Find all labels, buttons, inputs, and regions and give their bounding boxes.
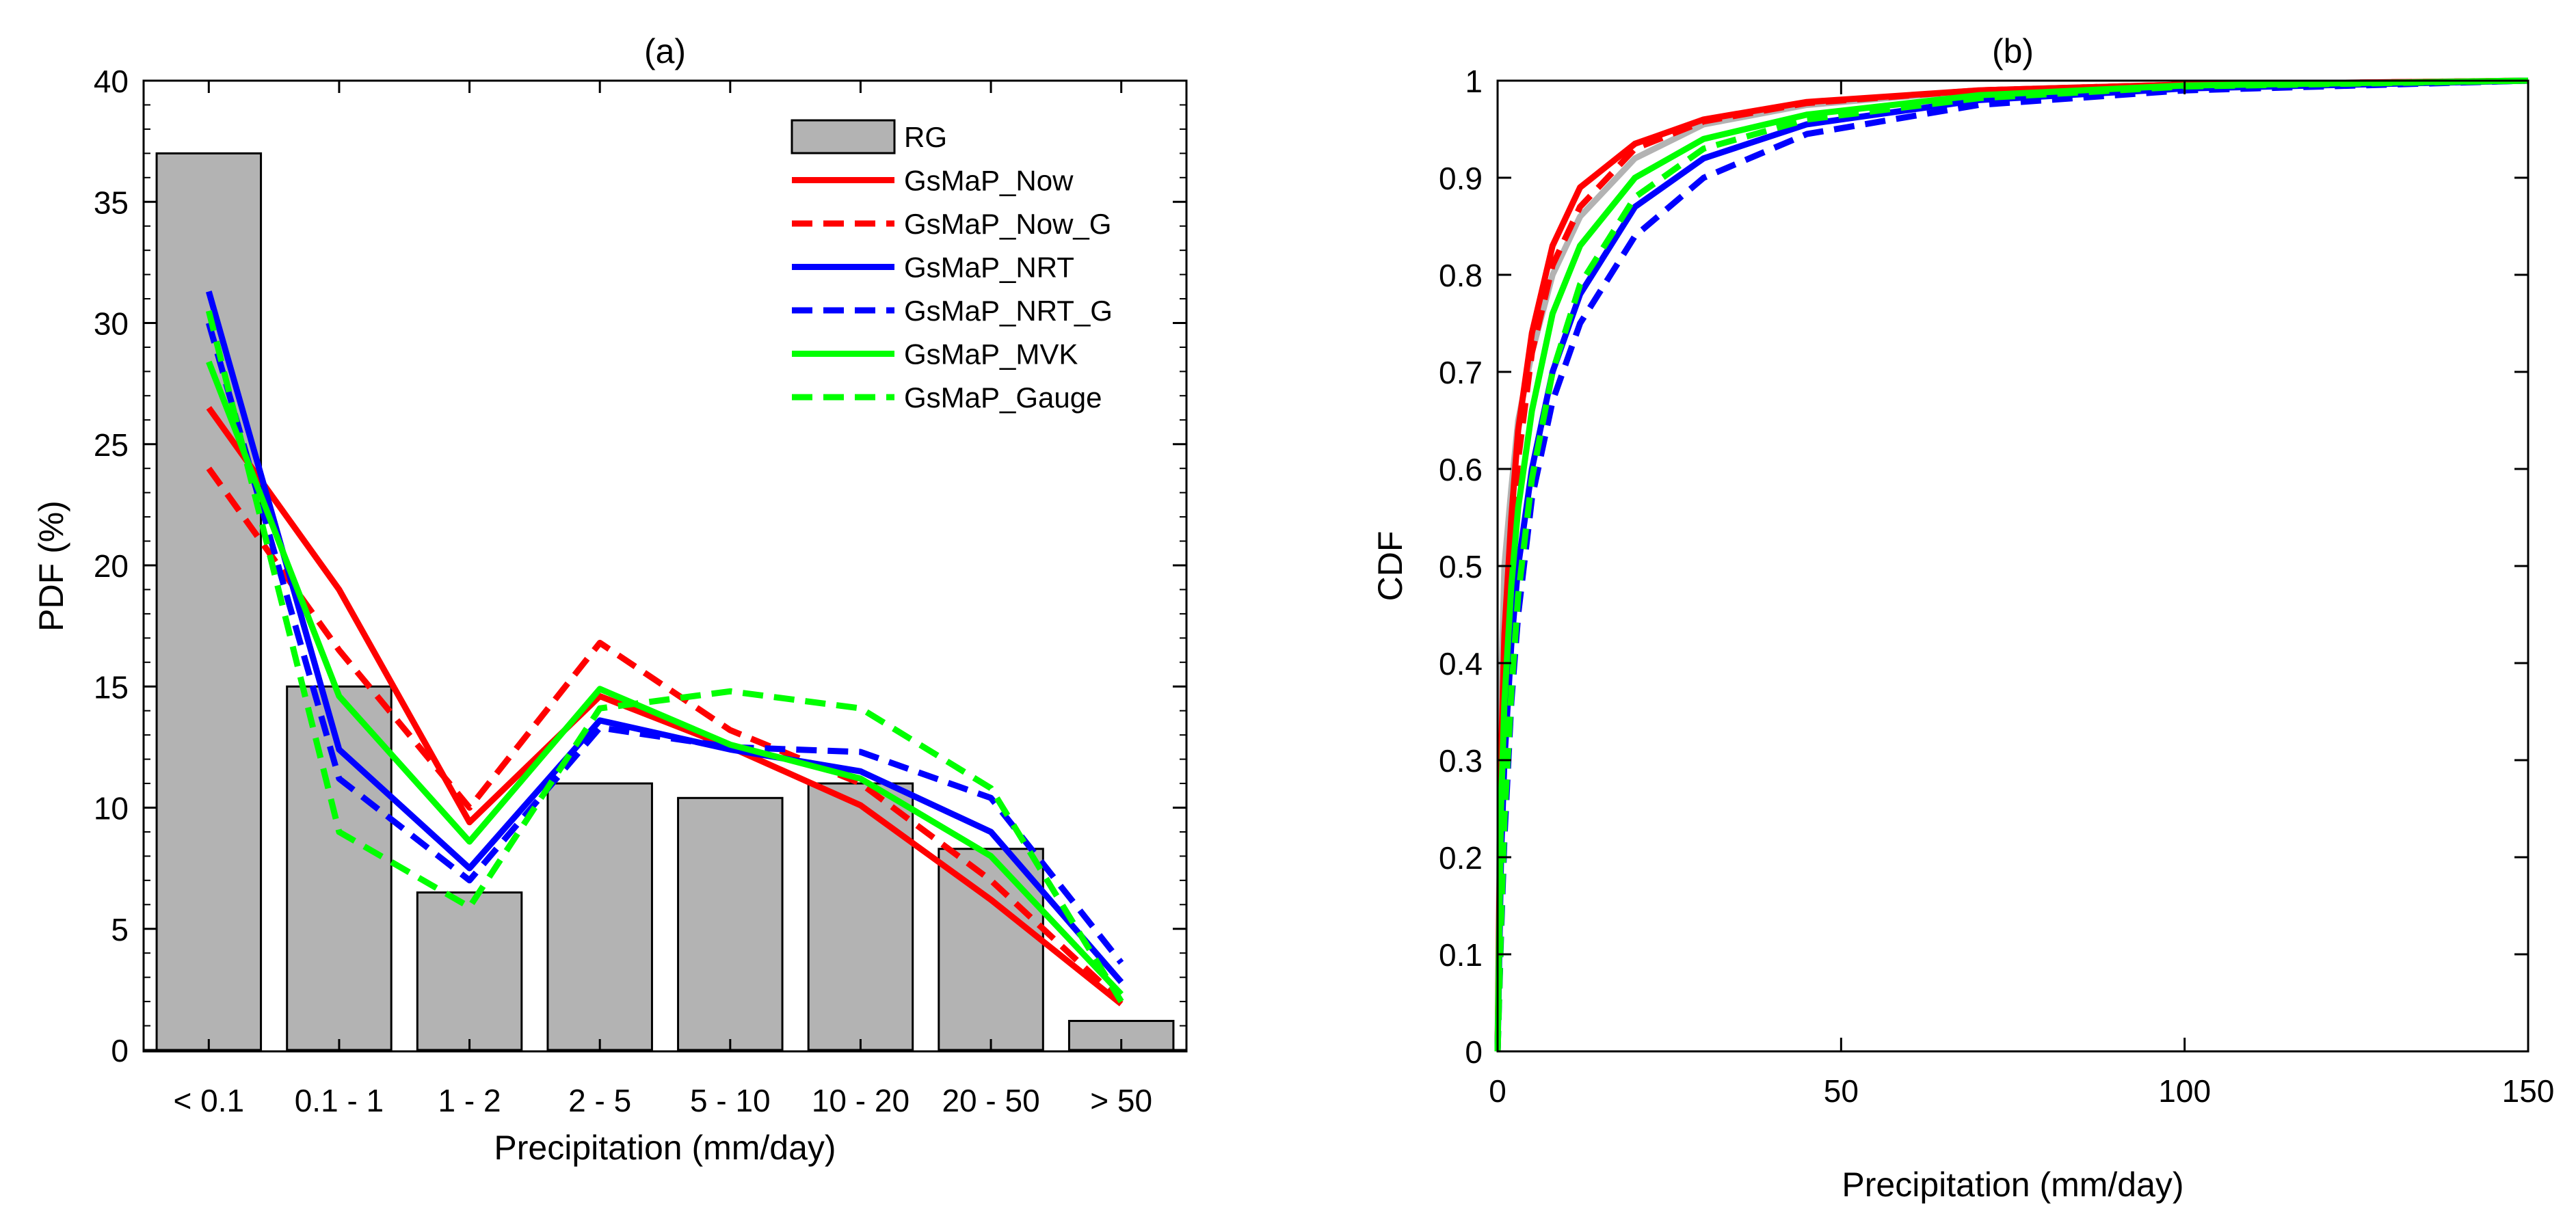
legend-label: GsMaP_MVK (904, 338, 1078, 371)
panel-b-ticks: 0 0.1 0.2 0.3 0.4 0.5 0.6 0.7 0.8 0.9 1 0 50 100 150 (1439, 64, 2554, 1109)
bar-5-10 (677, 796, 784, 1051)
y-tick-label: 0.4 (1439, 646, 1483, 682)
panel-a-y-axis-label: PDF (%) (32, 500, 70, 632)
y-tick-label: 0.5 (1439, 549, 1483, 584)
x-tick-label: < 0.1 (174, 1083, 245, 1118)
y-tick-label: 30 (94, 306, 129, 342)
legend-label: GsMaP_NRT (904, 252, 1074, 284)
x-tick-label: 150 (2502, 1073, 2555, 1109)
y-tick-label: 0.2 (1439, 840, 1483, 876)
cdf-line-gsmap-nrt (1494, 77, 2529, 1052)
y-tick-label: 40 (94, 64, 129, 99)
x-tick-label: 0.1 - 1 (295, 1083, 384, 1118)
legend-swatch-rg (791, 119, 896, 154)
y-tick-label: 0 (111, 1033, 129, 1068)
panel-a-ticks: 0 5 10 15 20 25 30 35 40 < 0.1 0.1 - 1 1 - 2 2 - 5 5 … (94, 64, 1186, 1118)
y-tick-label: 35 (94, 185, 129, 220)
panel-a-x-axis-label: Precipitation (mm/day) (494, 1129, 836, 1167)
x-tick-label: 2 - 5 (568, 1083, 631, 1118)
pdf-bars (155, 152, 1175, 1051)
y-tick-label: 0.9 (1439, 161, 1483, 196)
pdf-line-gsmap-now-g (206, 466, 1124, 1004)
cdf-line-gsmap-mvk (1494, 77, 2529, 1052)
panel-b-frame (1496, 79, 2529, 1053)
x-tick-label: 0 (1489, 1073, 1506, 1109)
panel-b-title: (b) (1992, 32, 2034, 70)
bar-20-50 (938, 848, 1044, 1051)
legend-label: GsMaP_Gauge (904, 381, 1102, 414)
panel-b-x-axis-label: Precipitation (mm/day) (1842, 1166, 2183, 1204)
y-tick-label: 0 (1465, 1034, 1483, 1070)
y-tick-label: 0.8 (1439, 258, 1483, 293)
bar-10-20 (807, 782, 914, 1051)
pdf-line-gsmap-gauge (205, 310, 1124, 1004)
panel-b: 0 0.1 0.2 0.3 0.4 0.5 0.6 0.7 0.8 0.9 1 0 50 100 150 (… (1371, 32, 2554, 1204)
y-tick-label: 0.1 (1439, 937, 1483, 973)
cdf-series-lines (1494, 77, 2529, 1052)
pdf-series-lines (205, 291, 1124, 1007)
legend-label: GsMaP_Now (904, 165, 1074, 197)
bar-2-5 (546, 782, 653, 1051)
legend-label: RG (904, 121, 947, 153)
x-tick-label: 10 - 20 (812, 1083, 909, 1118)
x-tick-label: 1 - 2 (438, 1083, 501, 1118)
cdf-line-gsmap-nrt-g (1494, 77, 2529, 1052)
cdf-line-gsmap-now-g (1494, 77, 2529, 1052)
y-tick-label: 25 (94, 427, 129, 463)
y-tick-label: 0.7 (1439, 355, 1483, 390)
pdf-line-gsmap-nrt (205, 291, 1124, 984)
y-tick-label: 20 (94, 548, 129, 584)
y-tick-label: 0.3 (1439, 743, 1483, 779)
panel-a: 0 5 10 15 20 25 30 35 40 < 0.1 0.1 - 1 1 - 2 2 - 5 5 … (32, 32, 1188, 1167)
x-tick-label: 5 - 10 (690, 1083, 771, 1118)
panel-a-title: (a) (644, 32, 686, 70)
pdf-line-gsmap-now (206, 405, 1124, 1007)
y-tick-label: 5 (111, 912, 129, 947)
legend-label: GsMaP_NRT_G (904, 295, 1113, 327)
y-tick-label: 0.6 (1439, 452, 1483, 487)
legend-label: GsMaP_Now_G (904, 208, 1111, 240)
bar-0-1 (155, 152, 263, 1051)
cdf-line-gsmap-now (1494, 77, 2529, 1052)
x-tick-label: > 50 (1090, 1083, 1152, 1118)
bar-1-2 (416, 891, 523, 1051)
y-tick-label: 1 (1465, 64, 1483, 99)
x-tick-label: 100 (2158, 1073, 2211, 1109)
x-tick-label: 20 - 50 (942, 1083, 1039, 1118)
pdf-line-gsmap-mvk (206, 360, 1124, 997)
cdf-line-rg (1494, 77, 2529, 1052)
y-tick-label: 10 (94, 791, 129, 826)
panel-b-y-axis-label: CDF (1371, 531, 1409, 602)
x-tick-label: 50 (1824, 1073, 1859, 1109)
pdf-legend: RG GsMaP_Now GsMaP_Now_G GsMaP_NRT GsMaP_NRT… (791, 119, 1113, 414)
cdf-line-gsmap-gauge (1494, 77, 2529, 1052)
y-tick-label: 15 (94, 669, 129, 705)
